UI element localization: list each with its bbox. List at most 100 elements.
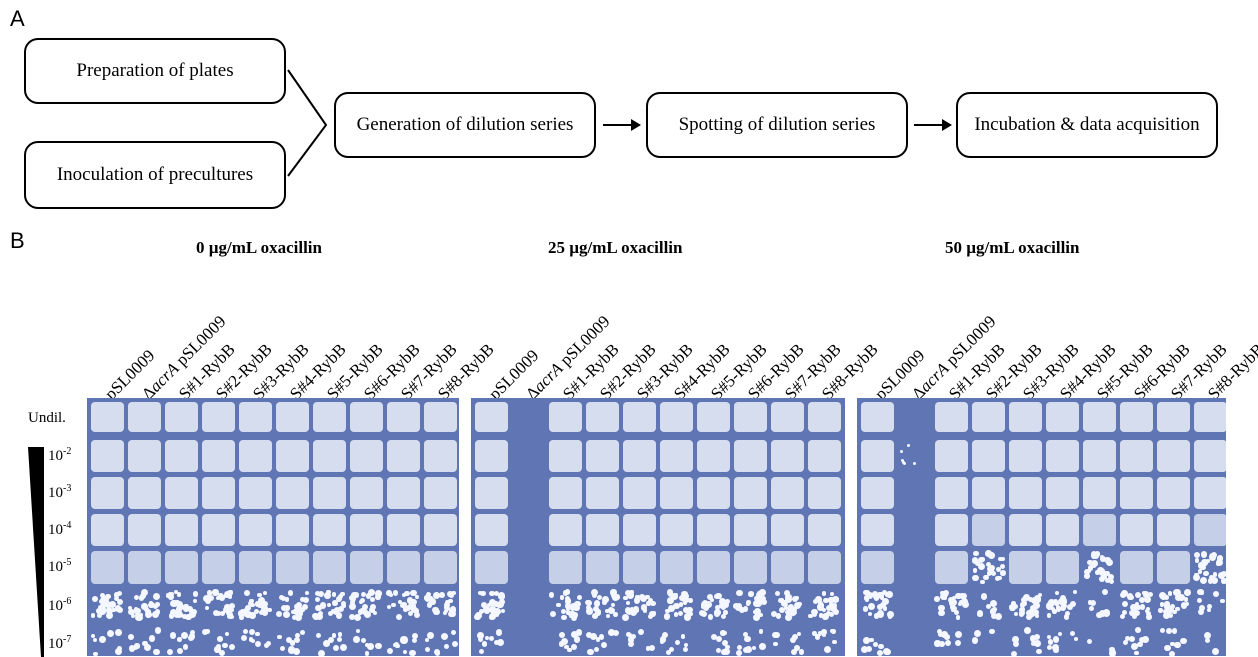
colony-2-1-1-4 (906, 444, 910, 448)
colony-0-6-5-15 (317, 611, 323, 617)
growth-spot-1-2-4 (549, 551, 582, 584)
colony-2-4-5-15 (1033, 602, 1041, 609)
colony-2-1-1-3 (903, 461, 907, 465)
colony-2-0-5-24 (873, 592, 880, 600)
colony-2-4-5-9 (1026, 613, 1033, 620)
colony-2-9-4-14 (1211, 577, 1219, 585)
colony-0-6-5-8 (334, 606, 341, 613)
colony-0-6-5-9 (315, 612, 324, 620)
colony-2-4-6-3 (1024, 627, 1032, 634)
colony-1-3-6-1 (608, 628, 616, 636)
colony-0-5-5-25 (285, 597, 290, 602)
colony-2-7-5-3 (1142, 591, 1150, 598)
colony-0-6-5-13 (340, 600, 347, 607)
colony-2-2-5-2 (955, 592, 962, 600)
colony-0-3-6-1 (214, 646, 221, 653)
colony-2-9-5-8 (1197, 588, 1204, 596)
colony-0-9-5-21 (428, 598, 436, 605)
colony-2-9-6-1 (1204, 638, 1211, 644)
colony-1-0-5-12 (493, 591, 499, 597)
colony-2-3-4-1 (999, 563, 1005, 569)
growth-spot-1-0-4 (475, 551, 508, 584)
colony-1-4-5-16 (645, 594, 650, 600)
colony-2-6-5-4 (1098, 610, 1106, 617)
colony-0-7-5-19 (369, 596, 376, 603)
colony-1-2-6-1 (571, 630, 579, 638)
colony-1-3-5-23 (605, 608, 610, 613)
colony-1-2-5-3 (562, 590, 569, 596)
dilution-exponent: -7 (63, 634, 72, 645)
colony-2-5-5-0 (1072, 590, 1078, 595)
colony-1-7-6-1 (751, 645, 757, 650)
colony-2-7-5-24 (1128, 594, 1134, 600)
colony-1-8-6-0 (773, 641, 778, 647)
colony-0-5-5-14 (295, 607, 301, 612)
plate-0-oxacillin (87, 398, 459, 656)
colony-1-6-5-24 (701, 600, 709, 607)
colony-0-8-5-6 (391, 602, 396, 608)
colony-1-2-5-20 (568, 610, 575, 617)
colony-1-7-5-22 (752, 609, 758, 615)
colony-2-3-5-2 (977, 611, 983, 618)
colony-1-7-5-16 (757, 596, 765, 604)
colony-2-0-5-16 (868, 603, 876, 610)
colony-0-5-5-19 (303, 596, 310, 604)
colony-2-8-5-21 (1163, 595, 1169, 600)
growth-spot-2-5-0 (1046, 402, 1079, 432)
colony-0-1-6-5 (128, 645, 136, 652)
dilution-base: 10 (48, 448, 63, 464)
colony-1-0-5-14 (490, 606, 497, 614)
growth-spot-2-4-4 (1009, 551, 1042, 584)
colony-0-7-5-14 (361, 603, 368, 610)
colony-1-9-5-16 (825, 610, 831, 616)
colony-1-0-5-1 (489, 590, 495, 597)
colony-1-5-6-0 (683, 642, 689, 648)
growth-spot-1-9-1 (808, 440, 841, 472)
growth-spot-2-2-1 (935, 440, 968, 472)
growth-spot-2-0-3 (861, 514, 894, 546)
colony-0-5-5-20 (302, 603, 309, 610)
colony-0-5-5-7 (304, 590, 309, 596)
growth-spot-0-2-0 (165, 402, 198, 432)
colony-1-6-5-20 (699, 610, 706, 617)
colony-2-0-6-5 (878, 643, 884, 649)
growth-spot-0-7-1 (350, 440, 383, 472)
colony-1-3-6-6 (613, 629, 620, 636)
growth-spot-1-4-2 (623, 477, 656, 509)
dilution-label-4: 10-6 (48, 596, 71, 615)
colony-1-2-6-8 (571, 643, 577, 650)
colony-0-1-6-7 (154, 627, 162, 634)
colony-2-7-6-5 (1130, 642, 1138, 650)
colony-0-8-5-4 (387, 604, 392, 609)
colony-1-5-5-9 (663, 613, 671, 621)
colony-1-8-6-2 (794, 645, 800, 652)
colony-0-5-5-2 (280, 604, 287, 611)
colony-1-9-6-6 (824, 645, 832, 653)
colony-2-2-6-4 (937, 632, 943, 638)
dilution-label-5: 10-7 (48, 634, 71, 653)
colony-1-6-6-7 (722, 639, 729, 646)
colony-1-6-5-25 (719, 601, 727, 609)
colony-1-4-5-19 (633, 606, 640, 613)
colony-2-3-5-8 (994, 612, 1003, 620)
colony-1-4-5-10 (651, 610, 656, 616)
colony-0-7-6-8 (367, 642, 374, 650)
colony-2-9-5-6 (1206, 607, 1212, 613)
colony-0-0-6-5 (106, 629, 114, 637)
colony-2-9-4-0 (1221, 578, 1226, 584)
colony-1-6-5-21 (709, 597, 715, 603)
colony-2-8-5-1 (1181, 602, 1188, 609)
growth-spot-1-9-0 (808, 402, 841, 432)
colony-1-6-6-6 (715, 648, 721, 654)
colony-1-7-5-7 (739, 607, 746, 614)
colony-2-8-5-24 (1159, 602, 1164, 607)
colony-0-3-5-21 (202, 595, 210, 603)
colony-0-3-6-5 (225, 632, 230, 637)
colony-2-8-6-7 (1180, 637, 1187, 645)
colony-1-9-5-8 (811, 612, 817, 618)
colony-0-6-6-2 (332, 644, 339, 652)
colony-0-7-5-23 (351, 591, 358, 598)
colony-1-6-5-9 (723, 610, 729, 615)
growth-spot-2-9-0 (1194, 402, 1226, 432)
colony-2-9-4-7 (1197, 569, 1203, 574)
